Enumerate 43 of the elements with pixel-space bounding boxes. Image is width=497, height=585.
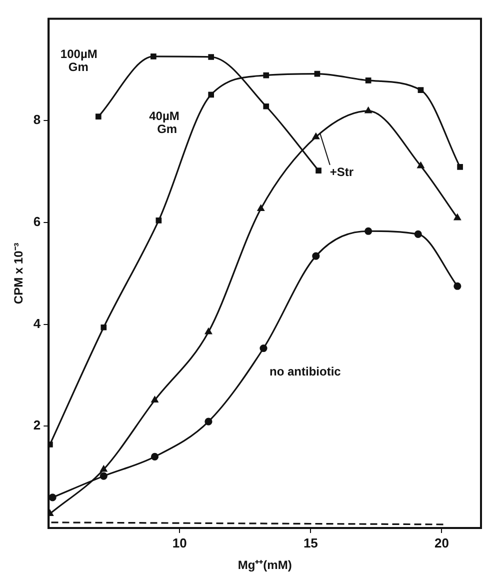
point — [48, 494, 56, 502]
series-label: no antibiotic — [270, 364, 342, 379]
point — [150, 54, 156, 60]
point — [457, 164, 463, 170]
point — [95, 114, 102, 120]
point — [257, 204, 264, 212]
point — [314, 70, 320, 77]
point — [312, 133, 320, 140]
point — [454, 282, 462, 290]
point — [100, 472, 108, 480]
point — [156, 218, 162, 224]
point — [414, 230, 422, 238]
point — [100, 466, 108, 472]
text: +Str — [330, 165, 354, 180]
point — [208, 92, 214, 98]
point — [418, 87, 424, 94]
point — [417, 162, 424, 168]
point — [205, 328, 212, 334]
series-label: 40µM Gm — [149, 108, 180, 136]
x-tick-label: 10 — [172, 535, 187, 550]
y-tick-label: 2 — [33, 418, 41, 433]
point — [316, 168, 322, 174]
point — [364, 107, 372, 114]
y-tick-label: 8 — [33, 112, 41, 128]
text: 100µM Gm — [60, 46, 98, 74]
point — [150, 452, 159, 461]
point — [454, 214, 461, 220]
point — [365, 77, 372, 84]
point — [263, 72, 270, 78]
y-tick-label: 6 — [33, 214, 41, 230]
point — [208, 54, 214, 60]
x-axis-title: Mg⁺⁺(mM) — [238, 558, 292, 572]
point — [100, 324, 107, 330]
point — [260, 344, 268, 352]
point — [151, 396, 158, 402]
x-tick-label: 20 — [434, 535, 449, 550]
point — [263, 103, 270, 110]
point — [204, 418, 212, 426]
x-tick-label: 15 — [303, 535, 318, 550]
y-axis-title: CPM x 10⁻³ — [12, 242, 26, 304]
y-tick-label: 4 — [33, 316, 42, 331]
point — [312, 252, 320, 260]
point — [364, 227, 372, 235]
